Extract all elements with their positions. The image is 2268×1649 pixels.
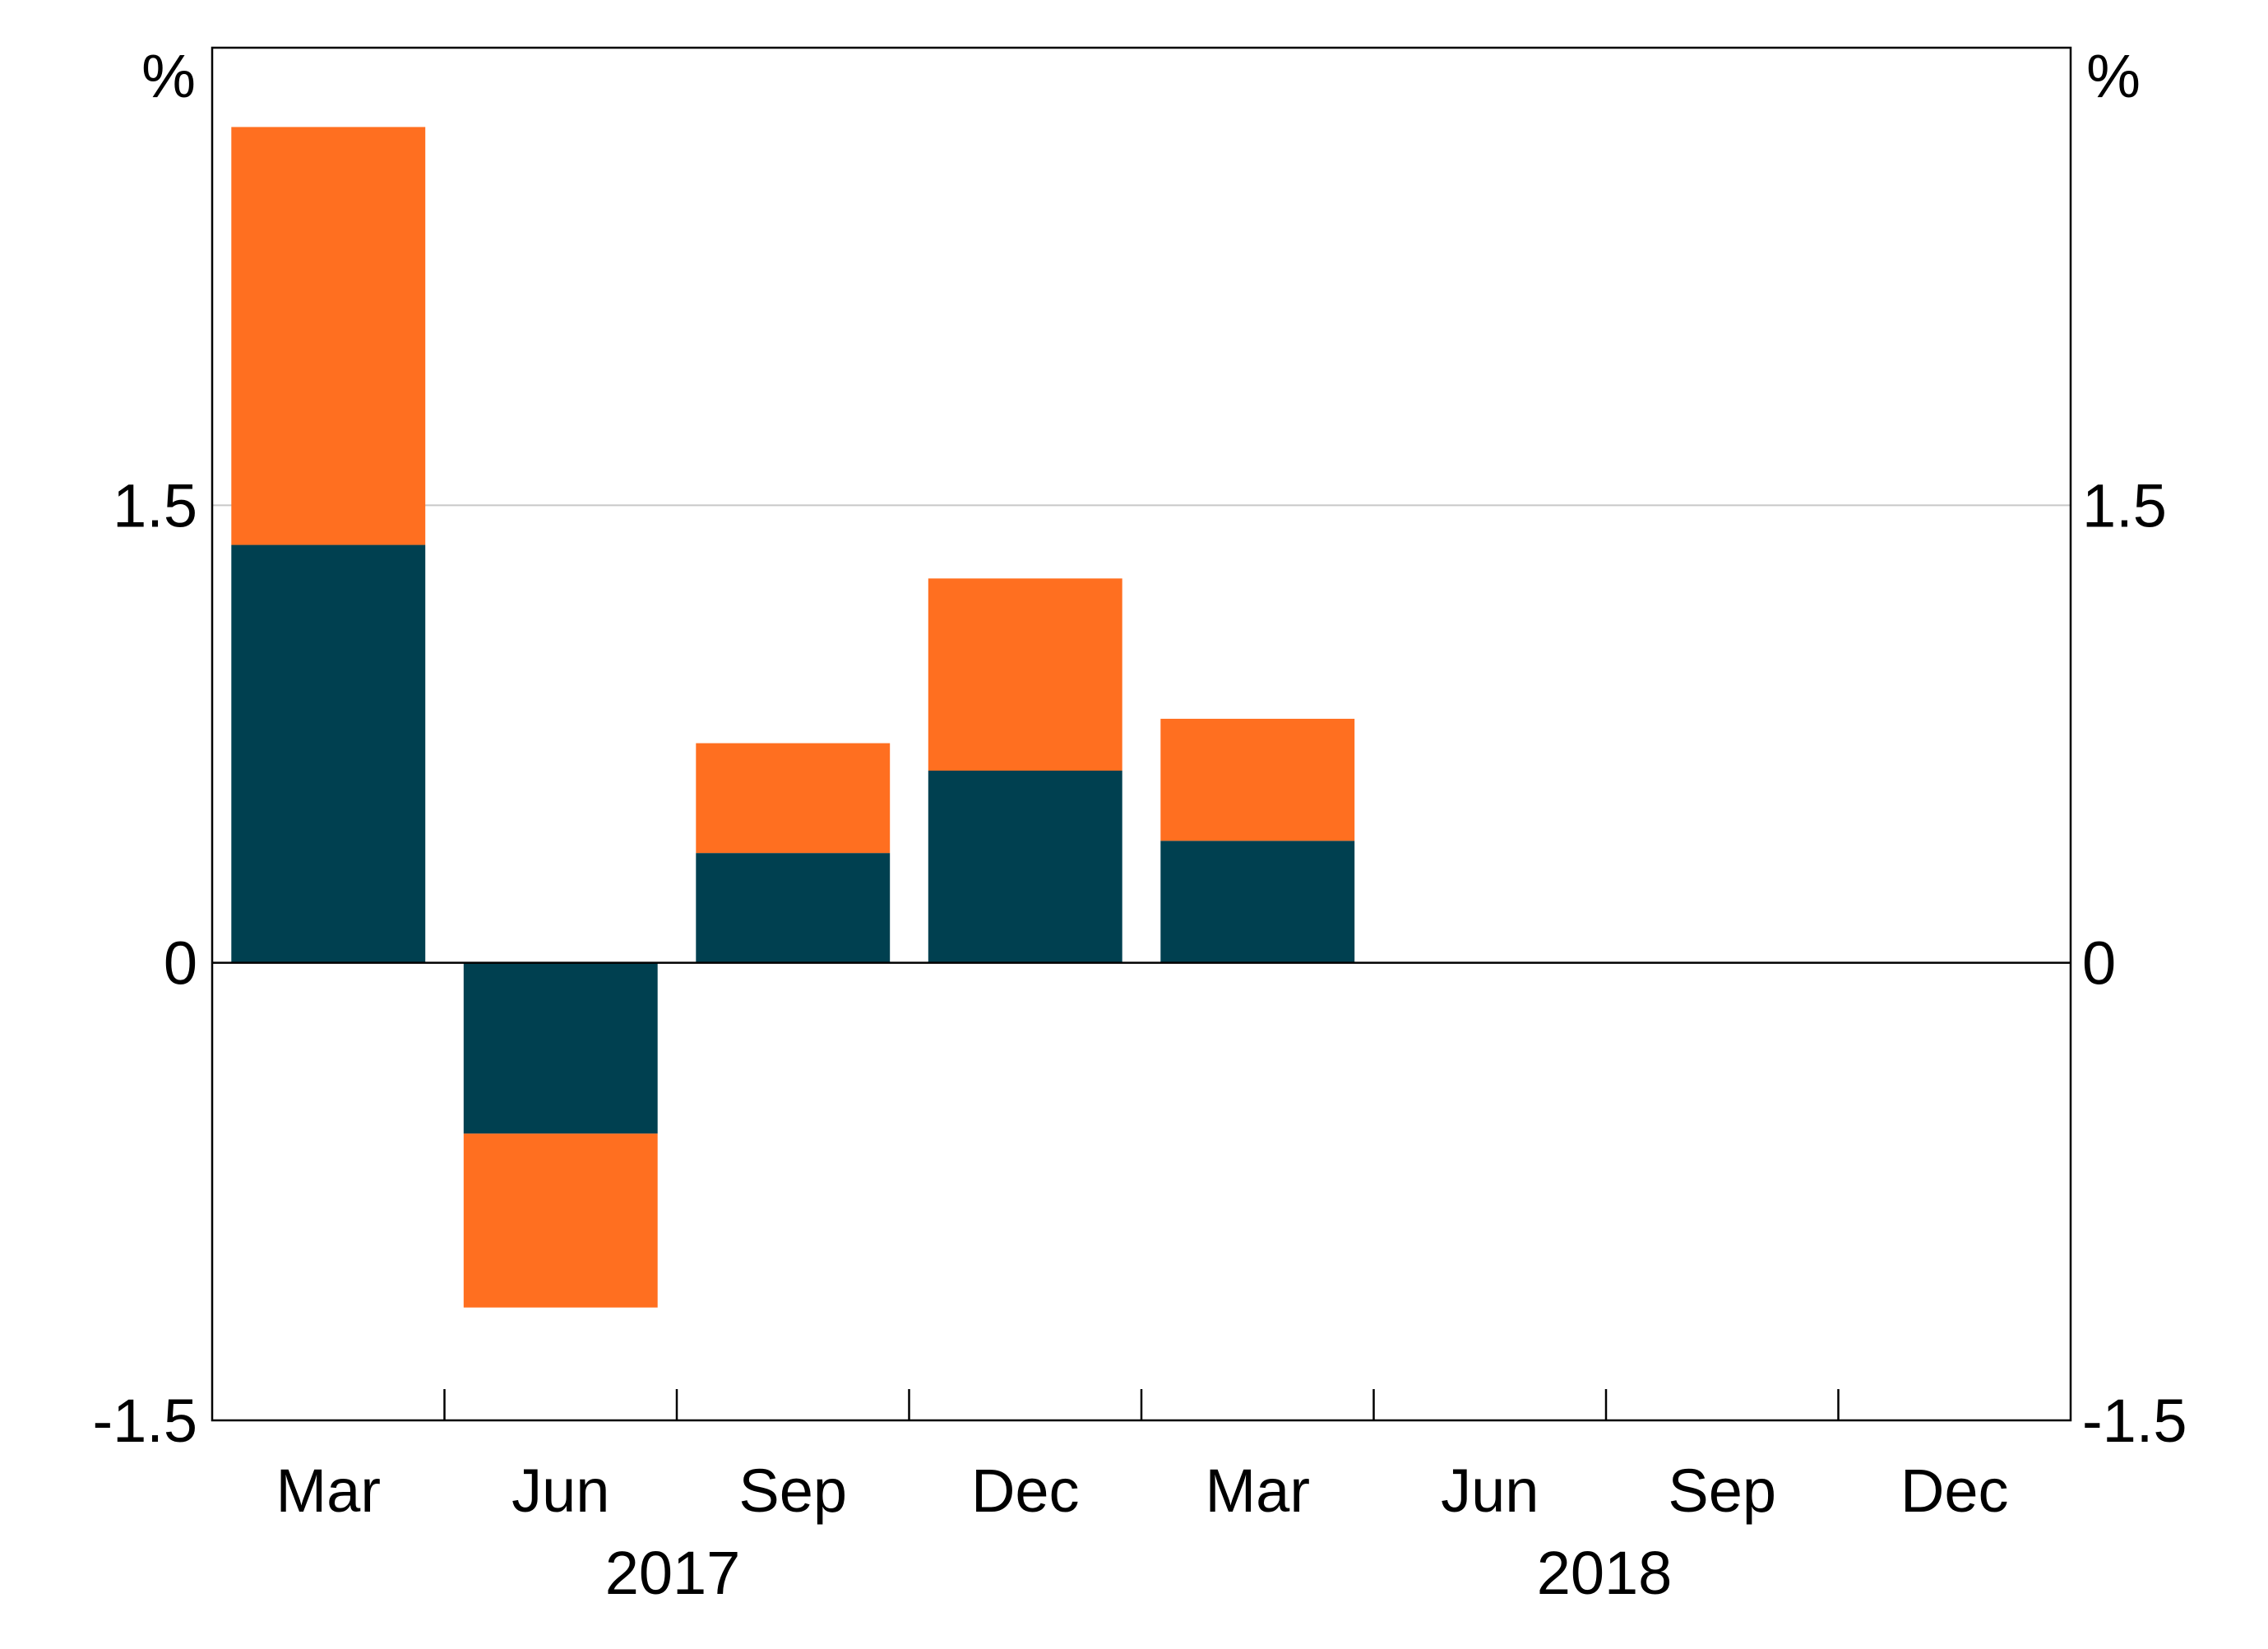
x-tick-label: Sep bbox=[738, 1457, 847, 1525]
axes bbox=[211, 46, 2072, 1422]
y-tick-labels: -1.5 -1.5 0 0 1.5 1.5 bbox=[92, 471, 2187, 1455]
bar-segment bbox=[463, 1133, 658, 1308]
bar-segment bbox=[1160, 718, 1355, 841]
y-tick-label-left: 0 bbox=[164, 929, 197, 998]
year-label-2017: 2017 bbox=[605, 1539, 741, 1607]
right-unit-label: % bbox=[2086, 42, 2141, 110]
y-tick-label-right: -1.5 bbox=[2082, 1387, 2187, 1455]
bar-segment bbox=[231, 127, 426, 545]
bar-segment bbox=[231, 544, 426, 963]
x-tick-label: Jun bbox=[511, 1457, 609, 1525]
x-tick-labels: Mar Jun Sep Dec Mar Jun Sep Dec bbox=[276, 1457, 2009, 1525]
year-label-2018: 2018 bbox=[1537, 1539, 1673, 1607]
bar-segment bbox=[696, 743, 891, 854]
x-tick-label: Mar bbox=[1206, 1457, 1310, 1525]
bars bbox=[231, 127, 1355, 1308]
y-tick-label-right: 1.5 bbox=[2082, 471, 2167, 540]
x-tick-label: Jun bbox=[1441, 1457, 1539, 1525]
x-tick-label: Dec bbox=[971, 1457, 1080, 1525]
y-tick-label-left: 1.5 bbox=[113, 471, 197, 540]
left-unit-label: % bbox=[141, 42, 196, 110]
y-tick-label-right: 0 bbox=[2082, 929, 2116, 998]
x-tick-label: Dec bbox=[1900, 1457, 2009, 1525]
bar-segment bbox=[463, 962, 658, 1134]
x-tick-label: Sep bbox=[1668, 1457, 1776, 1525]
y-tick-label-left: -1.5 bbox=[92, 1387, 197, 1455]
bar-segment bbox=[928, 578, 1122, 771]
bar-segment bbox=[1160, 841, 1355, 963]
bar-segment bbox=[928, 771, 1122, 963]
bar-segment bbox=[696, 853, 891, 963]
x-tick-label: Mar bbox=[276, 1457, 381, 1525]
